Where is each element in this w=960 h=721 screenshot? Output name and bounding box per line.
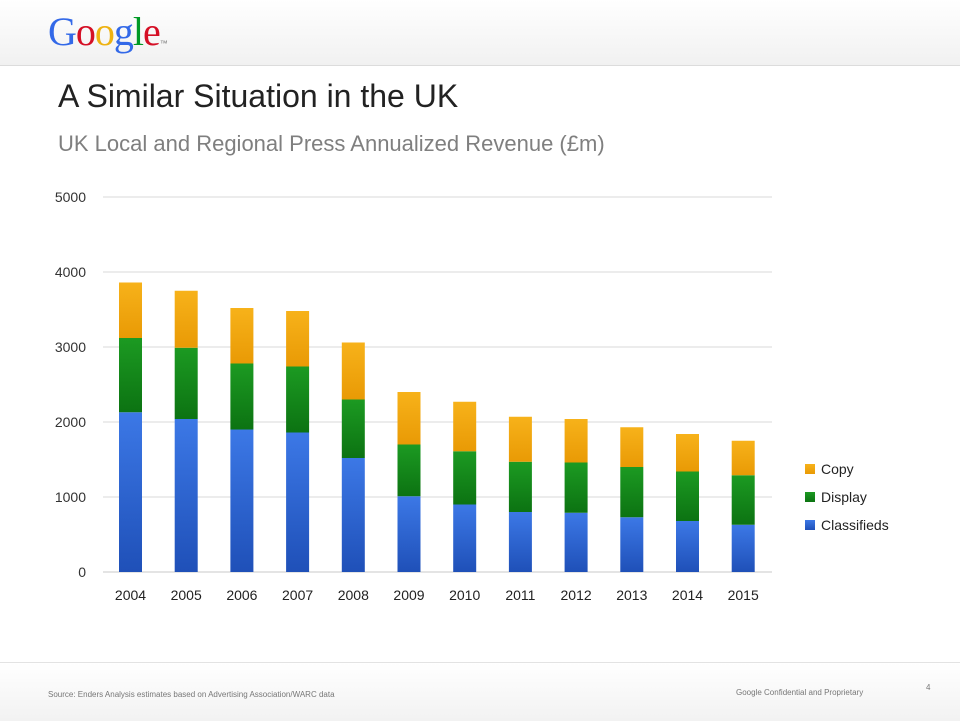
bar-display — [341, 399, 365, 458]
logo-letter: g — [113, 9, 134, 54]
legend: Copy Display Classifieds — [805, 461, 889, 533]
logo-letter: G — [48, 9, 77, 54]
bar-copy — [397, 392, 421, 445]
bar-copy — [119, 282, 142, 338]
y-tick-label: 3000 — [55, 339, 86, 355]
page-number: 4 — [926, 683, 931, 692]
bar-display — [397, 444, 421, 497]
bar-classifieds — [397, 496, 421, 572]
bar-classifieds — [508, 512, 532, 572]
bar-copy — [731, 440, 755, 476]
bar-copy — [341, 342, 365, 400]
legend-label: Display — [821, 489, 867, 505]
x-tick-label: 2007 — [282, 587, 313, 603]
footer-source: Source: Enders Analysis estimates based … — [48, 690, 335, 699]
bar-copy — [620, 427, 644, 467]
bar-display — [620, 467, 644, 518]
bar-display — [731, 475, 755, 525]
logo-letter: e — [143, 9, 161, 54]
legend-swatch — [805, 464, 815, 474]
x-tick-label: 2005 — [171, 587, 202, 603]
x-tick-label: 2013 — [616, 587, 647, 603]
y-tick-label: 0 — [78, 564, 86, 580]
bar-classifieds — [564, 512, 588, 572]
bar-display — [453, 451, 477, 505]
x-tick-label: 2008 — [338, 587, 369, 603]
legend-swatch — [805, 520, 815, 530]
footer-band — [0, 662, 960, 721]
logo-letter: o — [75, 9, 96, 54]
x-tick-label: 2011 — [505, 587, 535, 603]
slide-subtitle: UK Local and Regional Press Annualized R… — [58, 131, 605, 156]
logo-letters: Google — [48, 9, 161, 54]
bar-display — [119, 338, 142, 413]
bar-copy — [564, 419, 588, 463]
x-tick-label: 2015 — [728, 587, 759, 603]
x-tick-label: 2009 — [393, 587, 424, 603]
bar-copy — [508, 416, 532, 462]
bar-classifieds — [286, 432, 310, 572]
bar-display — [564, 462, 588, 513]
bar-classifieds — [174, 419, 198, 572]
y-tick-label: 5000 — [55, 189, 86, 205]
x-tick-label: 2012 — [561, 587, 592, 603]
y-tick-label: 4000 — [55, 264, 86, 280]
logo-letter: o — [94, 9, 115, 54]
bar-copy — [286, 311, 310, 367]
gridlines — [103, 196, 772, 573]
axis-labels: 0 1000 2000 3000 4000 5000 2004 2005 2006 2007 200… — [55, 189, 759, 603]
logo-letter: l — [132, 9, 144, 54]
bar-classifieds — [119, 412, 142, 572]
stacked-bar-chart: 0 1000 2000 3000 4000 5000 2004 2005 2006 2007 200… — [55, 189, 889, 603]
bar-display — [508, 461, 532, 512]
bar-classifieds — [620, 517, 644, 572]
y-tick-label: 2000 — [55, 414, 86, 430]
bar-copy — [174, 290, 198, 348]
bar-copy — [230, 308, 254, 364]
bar-display — [286, 366, 310, 433]
bar-display — [174, 347, 198, 419]
x-tick-label: 2014 — [672, 587, 703, 603]
legend-swatch — [805, 492, 815, 502]
logo-trademark: ™ — [159, 39, 168, 48]
x-tick-label: 2010 — [449, 587, 480, 603]
bar-classifieds — [676, 521, 699, 572]
bar-display — [676, 471, 699, 521]
bar-classifieds — [453, 504, 477, 572]
x-tick-label: 2004 — [115, 587, 146, 603]
bars — [119, 282, 755, 572]
y-tick-label: 1000 — [55, 489, 86, 505]
bar-copy — [453, 401, 477, 452]
legend-label: Classifieds — [821, 517, 889, 533]
header-band — [0, 0, 960, 66]
bar-classifieds — [230, 429, 254, 572]
bar-classifieds — [341, 458, 365, 572]
google-logo: Google™ — [48, 8, 168, 56]
footer-confidential: Google Confidential and Proprietary — [736, 688, 864, 697]
x-tick-label: 2006 — [226, 587, 257, 603]
bar-display — [230, 363, 254, 430]
legend-label: Copy — [821, 461, 854, 477]
bar-copy — [676, 434, 699, 472]
bar-classifieds — [731, 524, 755, 572]
slide-title: A Similar Situation in the UK — [58, 78, 459, 114]
